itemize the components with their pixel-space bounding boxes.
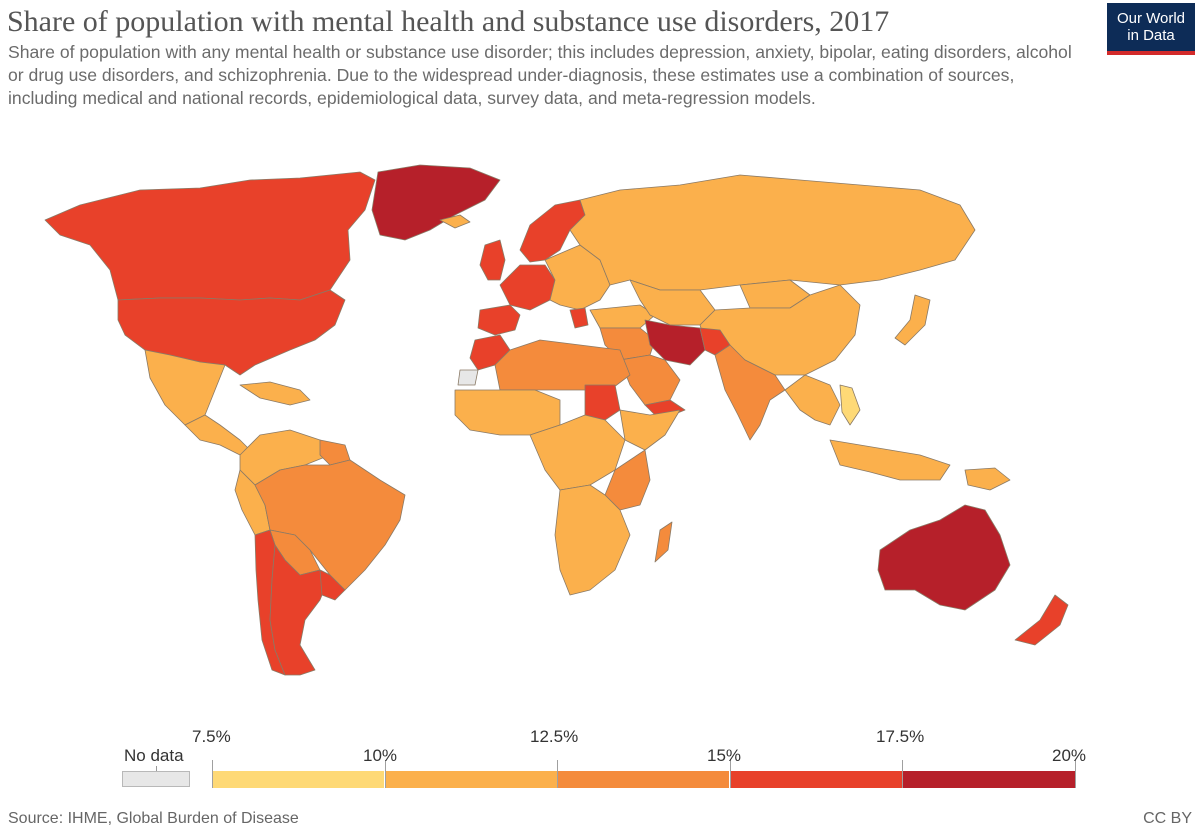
region-australia[interactable] [877,504,1011,611]
legend-no-data-label: No data [124,746,184,765]
region-japan[interactable] [894,294,931,346]
region-horn-africa[interactable] [619,409,681,451]
legend-bin-2[interactable] [384,771,558,788]
region-russia[interactable] [569,174,976,291]
region-west-sahara[interactable] [457,369,479,386]
legend-tick-1 [212,760,213,788]
legend-tick-label-3: 12.5% [530,727,579,746]
region-iberia[interactable] [477,304,521,336]
region-southern-africa[interactable] [554,484,631,596]
region-greece[interactable] [569,307,589,329]
region-caribbean[interactable] [239,381,311,406]
legend-tick-2 [385,760,386,788]
region-canada[interactable] [44,171,376,301]
region-new-zealand[interactable] [1014,594,1069,646]
source-note: Source: IHME, Global Burden of Disease [8,810,299,827]
legend-bin-4[interactable] [730,771,904,788]
legend-tick-3 [557,760,558,788]
owid-logo[interactable]: Our World in Data [1107,3,1195,55]
region-central-america[interactable] [184,414,251,456]
region-southeast-asia[interactable] [784,374,841,426]
region-iceland[interactable] [439,214,471,229]
legend-bin-3[interactable] [557,771,731,788]
logo-line-1: Our World [1116,10,1186,27]
region-south-asia[interactable] [714,344,786,441]
legend-no-data-swatch[interactable] [122,771,190,787]
legend-tick-label-6: 20% [1052,746,1087,765]
legend-bin-5[interactable] [903,771,1076,788]
region-arabia[interactable] [619,354,681,406]
chart-subtitle: Share of population with any mental heal… [8,42,1072,108]
chart-title: Share of population with mental health a… [7,5,890,38]
legend-no-data-connector [156,766,157,772]
legend-color-bar [212,771,1076,788]
license-link[interactable]: CC BY [1143,810,1192,827]
legend-tick-label-4: 15% [707,746,742,765]
region-sudan[interactable] [584,384,621,421]
world-map [0,150,1200,710]
logo-line-2: in Data [1127,27,1175,44]
legend-tick-label-2: 10% [363,746,398,765]
region-madagascar[interactable] [654,521,673,563]
region-png[interactable] [964,467,1011,491]
legend-tick-4 [730,760,731,788]
region-mexico[interactable] [144,349,226,426]
region-iran[interactable] [644,319,706,366]
legend-bin-1[interactable] [212,771,385,788]
region-uk-ireland[interactable] [479,239,506,281]
region-west-africa[interactable] [454,389,561,436]
legend-tick-5 [902,760,903,788]
region-western-europe[interactable] [499,264,556,311]
region-uruguay[interactable] [319,569,346,601]
region-argentina[interactable] [269,544,331,676]
region-indonesia[interactable] [829,439,951,481]
legend-tick-6 [1075,760,1076,788]
region-vietnam[interactable] [839,384,861,426]
legend-tick-label-5: 17.5% [876,727,925,746]
region-central-africa[interactable] [529,414,626,491]
legend-tick-label-1: 7.5% [192,727,231,746]
region-greenland[interactable] [371,164,501,241]
